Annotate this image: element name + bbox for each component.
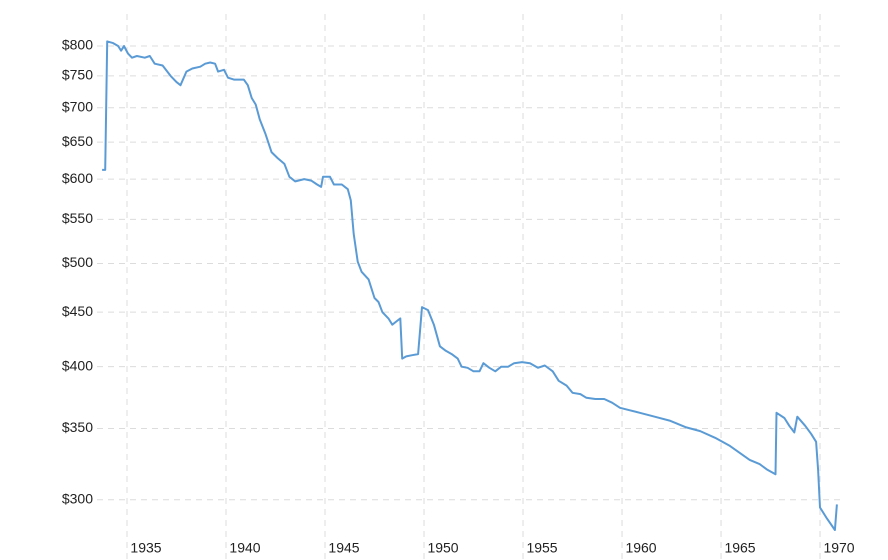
y-tick-label: $750: [62, 67, 93, 83]
x-tick-label: 1960: [625, 540, 656, 556]
x-tick-label: 1945: [328, 540, 359, 556]
y-tick-label: $600: [62, 170, 93, 186]
x-tick-label: 1955: [526, 540, 557, 556]
x-tick-label: 1965: [724, 540, 755, 556]
x-tick-label: 1970: [823, 540, 854, 556]
y-tick-label: $800: [62, 37, 93, 53]
y-tick-label: $400: [62, 357, 93, 373]
y-tick-label: $300: [62, 490, 93, 506]
y-tick-label: $350: [62, 419, 93, 435]
y-tick-label: $550: [62, 210, 93, 226]
x-tick-label: 1950: [427, 540, 458, 556]
y-tick-label: $450: [62, 303, 93, 319]
y-tick-label: $700: [62, 98, 93, 114]
x-tick-label: 1940: [229, 540, 260, 556]
x-tick-label: 1935: [130, 540, 161, 556]
y-tick-label: $650: [62, 133, 93, 149]
price-line: [102, 40, 838, 531]
y-tick-label: $500: [62, 254, 93, 270]
